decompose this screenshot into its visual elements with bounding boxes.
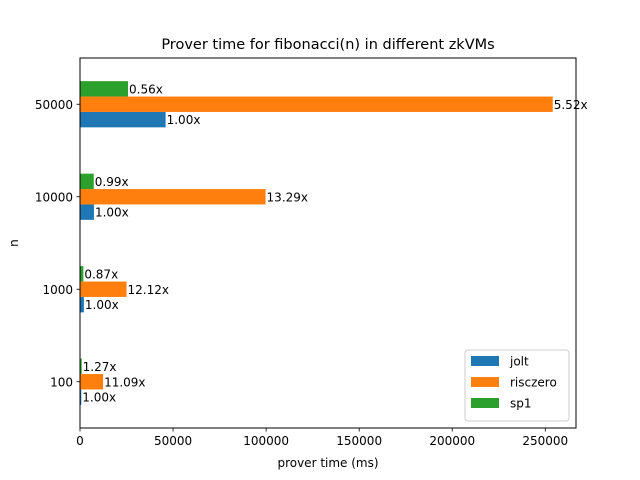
chart-title: Prover time for fibonacci(n) in differen…: [161, 37, 494, 53]
x-tick-label: 100000: [243, 434, 289, 448]
bar-sp1-100: [80, 358, 82, 375]
legend: jolt risczero sp1: [464, 349, 570, 422]
x-axis: 0 50000 100000 150000 200000 250000: [76, 428, 568, 448]
bar-risczero-100: [80, 374, 104, 390]
y-axis: 100 1000 10000 50000: [35, 98, 80, 389]
bar-risczero-1000: [80, 281, 127, 297]
data-label-sp1-1000: 0.87x: [84, 267, 118, 281]
y-tick-label: 100: [50, 375, 73, 389]
x-tick-label: 150000: [336, 434, 382, 448]
data-label-risczero-50000: 5.52x: [554, 98, 588, 112]
data-labels-layer: 1.00x 1.00x 1.00x 1.00x 11.09x 12.12x 13.29x 5.…: [82, 82, 587, 404]
x-tick-label: 0: [76, 434, 84, 448]
data-label-jolt-1000: 1.00x: [85, 298, 119, 312]
data-label-risczero-100: 11.09x: [104, 375, 145, 389]
bar-jolt-10000: [80, 204, 94, 220]
bar-risczero-10000: [80, 189, 266, 205]
data-label-jolt-10000: 1.00x: [95, 206, 129, 220]
x-tick-label: 250000: [522, 434, 568, 448]
data-label-jolt-50000: 1.00x: [167, 113, 201, 127]
bar-jolt-100: [80, 389, 82, 405]
legend-swatch-risczero: [471, 377, 499, 387]
data-label-risczero-1000: 12.12x: [128, 283, 169, 297]
data-label-jolt-100: 1.00x: [82, 391, 116, 405]
data-label-sp1-10000: 0.99x: [95, 175, 129, 189]
bar-risczero-50000: [80, 96, 553, 112]
plot-frame: [79, 57, 577, 429]
bars-layer: [80, 81, 553, 405]
bar-sp1-1000: [80, 266, 84, 282]
x-tick-label: 200000: [429, 434, 475, 448]
x-tick-label: 50000: [154, 434, 192, 448]
bar-sp1-50000: [80, 81, 129, 97]
legend-label-jolt: jolt: [509, 355, 529, 369]
x-axis-label: prover time (ms): [277, 456, 378, 470]
legend-swatch-jolt: [471, 356, 499, 366]
y-tick-label: 10000: [35, 190, 73, 204]
legend-swatch-sp1: [471, 398, 499, 408]
bar-sp1-10000: [80, 173, 94, 190]
bar-jolt-1000: [80, 296, 84, 313]
data-label-risczero-10000: 13.29x: [267, 190, 308, 204]
y-axis-label: n: [7, 239, 21, 247]
data-label-sp1-100: 1.27x: [83, 360, 117, 374]
legend-label-sp1: sp1: [510, 397, 532, 411]
y-tick-label: 1000: [42, 283, 73, 297]
data-label-sp1-50000: 0.56x: [129, 82, 163, 96]
y-tick-label: 50000: [35, 98, 73, 112]
legend-label-risczero: risczero: [510, 376, 557, 390]
bar-jolt-50000: [80, 111, 166, 128]
